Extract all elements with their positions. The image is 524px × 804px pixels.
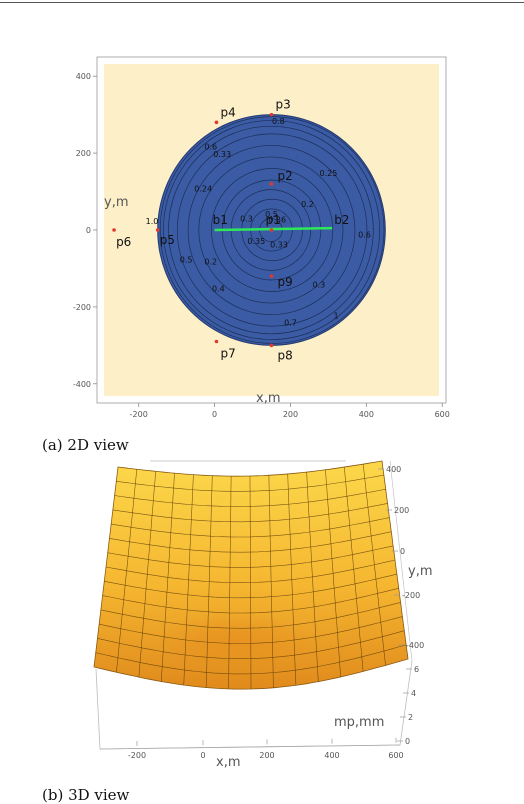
point-p2 — [269, 182, 274, 186]
contour-label: 0.6 — [358, 231, 371, 240]
contour-label: 0.3 — [240, 215, 253, 224]
point-p6 — [112, 228, 116, 232]
contour-line — [211, 168, 334, 292]
contour-label: 0.36 — [268, 215, 286, 224]
contour-label: 0.5 — [180, 255, 193, 264]
caption-2d: (a) 2D view — [42, 436, 129, 454]
zlabel-3d: mp,mm — [334, 715, 384, 730]
point-p9 — [269, 274, 274, 278]
point-p4 — [214, 120, 219, 125]
contour-label: 0.2 — [204, 258, 217, 267]
mesh-line-u — [268, 475, 274, 688]
contour-label: 0.4 — [212, 285, 225, 294]
label-p1: p1 — [266, 213, 281, 227]
z3d-tick-label: 6 — [414, 665, 419, 674]
y-tick-label: -400 — [73, 380, 91, 389]
xlabel-2d: x,m — [256, 391, 281, 406]
y3d-tick-label: 200 — [394, 506, 409, 515]
x3d-tick-label: 0 — [200, 751, 205, 760]
label-p8: p8 — [278, 348, 293, 362]
mesh-line-v — [102, 588, 399, 614]
contour-label: 0.35 — [247, 237, 265, 246]
x-tick-label: 0 — [212, 410, 217, 419]
mesh-line-u — [306, 472, 319, 682]
contour-label: 0.5 — [265, 210, 278, 219]
label-b2: b2 — [334, 213, 349, 227]
x-tick-label: 600 — [435, 410, 450, 419]
point-p7 — [214, 339, 219, 344]
contour-line — [198, 156, 344, 304]
mesh-line-v — [99, 616, 403, 644]
caption-3d: (b) 3D view — [42, 786, 130, 804]
label-p2: p2 — [278, 169, 293, 183]
mesh-line-u — [344, 467, 364, 672]
label-p5: p5 — [160, 233, 175, 247]
y3d-tick-label: -200 — [402, 591, 420, 600]
contour-label: 0.8 — [272, 117, 285, 126]
x-tick-label: 200 — [283, 410, 298, 419]
x3d-tick-label: 200 — [259, 751, 274, 760]
ylabel-2d: y,m — [104, 195, 129, 210]
x-tick-label: 400 — [359, 410, 374, 419]
mesh-line-v — [97, 630, 405, 659]
contour-label: 0.33 — [213, 150, 231, 159]
contour-label: 0.7 — [284, 318, 297, 327]
contour-label: 0.6 — [204, 142, 217, 151]
mesh-line-v — [104, 573, 397, 599]
b1-b2-line — [214, 226, 333, 232]
box-bottom-axis — [99, 744, 401, 750]
y-tick-label: -200 — [73, 303, 91, 312]
mesh-line-v — [105, 559, 396, 583]
xlabel-3d: x,m — [216, 755, 241, 770]
box-right-edge — [389, 460, 413, 662]
label-p6: p6 — [116, 235, 131, 249]
point-p3 — [269, 112, 274, 117]
chart-3d-view: -200 0 200 400 600 400 200 0 -200 -400 6 4 2 0 y,m mp… — [93, 460, 433, 770]
point-p1 — [269, 228, 274, 232]
x3d-tick-label: 400 — [324, 751, 339, 760]
y-tick-label: 0 — [86, 226, 91, 235]
surface-dip-shading — [155, 612, 316, 673]
mesh-line-v — [95, 644, 407, 675]
y-tick-label: 200 — [76, 149, 91, 158]
z3d-tick-label: 0 — [405, 737, 410, 746]
y-tick-label: 400 — [76, 72, 91, 81]
label-p7: p7 — [220, 346, 235, 360]
point-p5 — [155, 228, 160, 232]
mesh-line-u — [287, 473, 297, 686]
z3d-tick-label: 4 — [411, 689, 416, 698]
label-p3: p3 — [276, 98, 291, 112]
contour-line — [159, 116, 385, 344]
z3d-tick-label: 2 — [408, 713, 413, 722]
contour-line — [168, 125, 374, 335]
point-p8 — [269, 343, 274, 348]
x3d-tick-label: 600 — [388, 751, 403, 760]
contour-label: 0.33 — [270, 241, 288, 250]
contour-line — [187, 145, 356, 315]
contour-line — [176, 133, 368, 327]
label-p9: p9 — [278, 275, 293, 289]
y3d-tick-label: -400 — [406, 641, 424, 650]
contour-label: 1 — [333, 311, 338, 320]
contour-label: 0.25 — [319, 169, 337, 178]
mesh-line-v — [100, 602, 401, 629]
contour-label: 0.3 — [313, 281, 326, 290]
mesh-line-u — [362, 464, 386, 666]
contour-line — [163, 120, 380, 340]
contour-label: 0.2 — [301, 200, 314, 209]
label-b1: b1 — [213, 213, 228, 227]
y3d-tick-label: 0 — [400, 547, 405, 556]
label-p4: p4 — [220, 105, 235, 119]
x3d-tick-label: -200 — [128, 751, 146, 760]
contour-label: 1.0 — [146, 217, 159, 226]
contour-label: 0.24 — [194, 185, 212, 194]
chart-2d-view: 0.80.60.330.250.240.20.50.3 0.360.60.35 0.… — [73, 56, 450, 419]
top-rule — [0, 2, 524, 3]
y3d-tick-label: 400 — [386, 465, 401, 474]
x-tick-label: -200 — [130, 410, 148, 419]
ylabel-3d: y,m — [408, 564, 433, 579]
mesh-line-u — [325, 469, 341, 677]
